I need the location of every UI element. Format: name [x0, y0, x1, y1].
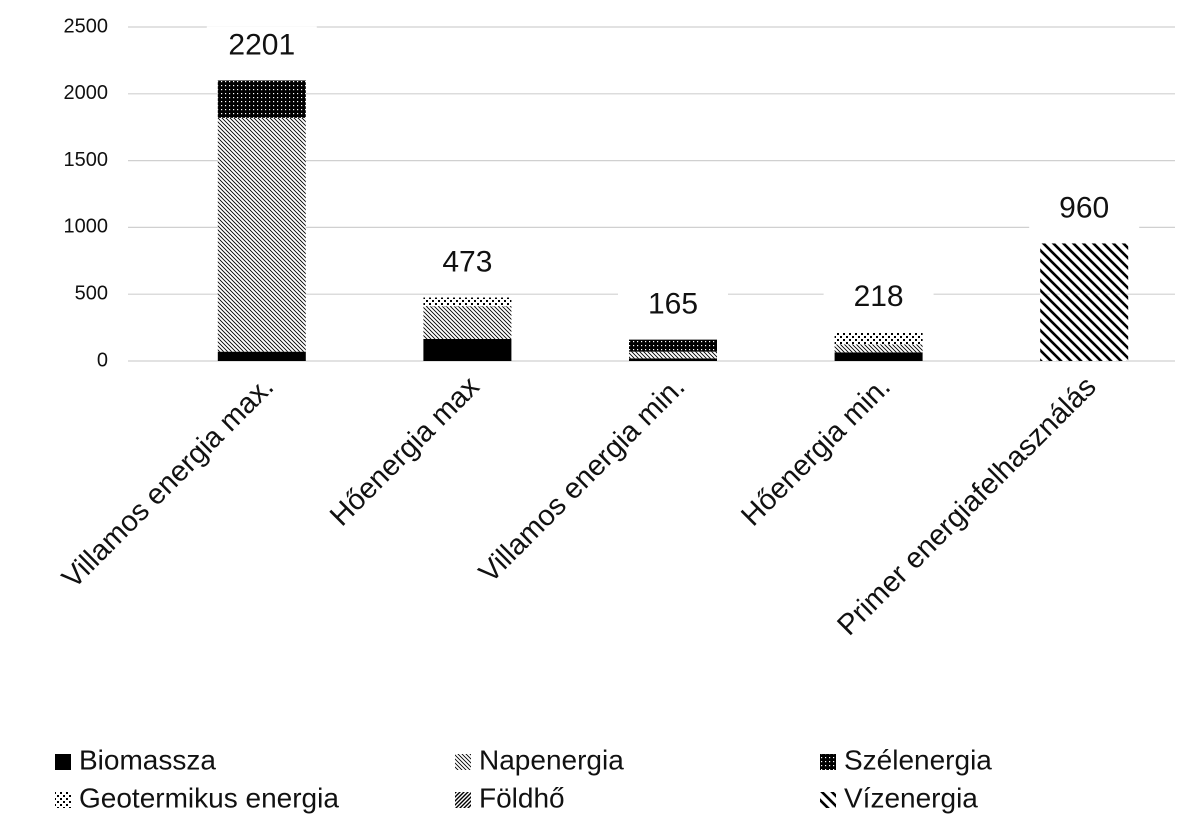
- bar-segment: [834, 332, 923, 345]
- bar-segment: [217, 117, 306, 352]
- legend-label: Biomassza: [79, 744, 216, 775]
- total-label-bg: [823, 278, 934, 319]
- total-label-bg: [206, 26, 317, 67]
- total-label: 2201: [228, 28, 295, 61]
- legend-swatch: [820, 792, 836, 808]
- bar-segment: [629, 358, 717, 361]
- total-label: 960: [1059, 191, 1109, 224]
- total-label: 165: [648, 288, 698, 321]
- total-label: 473: [442, 245, 492, 278]
- legend-label: Vízenergia: [844, 782, 978, 813]
- bar-segment: [1040, 243, 1129, 361]
- y-tick-label: 0: [97, 349, 108, 371]
- legend-label: Szélenergia: [844, 744, 992, 775]
- y-tick-label: 1000: [64, 216, 109, 238]
- total-label-bg: [412, 243, 523, 284]
- bar-segment: [217, 80, 306, 118]
- bar-segment: [217, 351, 306, 361]
- legend-swatch: [455, 754, 471, 770]
- x-tick-label: Villamos energia min.: [473, 371, 691, 589]
- bar-segment: [629, 351, 717, 359]
- bar-segment: [423, 338, 512, 361]
- legend-label: Földhő: [479, 782, 565, 813]
- legend-swatch: [55, 792, 71, 808]
- total-label: 218: [854, 280, 904, 313]
- legend-swatch: [455, 792, 471, 808]
- y-tick-label: 1500: [64, 149, 109, 171]
- legend-label: Napenergia: [479, 744, 624, 775]
- bar-segment: [423, 306, 512, 339]
- total-label-bg: [618, 285, 728, 326]
- x-tick-label: Hőenergia min.: [735, 371, 897, 533]
- legend-swatch: [55, 754, 71, 770]
- x-tick-label: Villamos energia max.: [56, 371, 280, 595]
- bar-segment: [834, 344, 923, 353]
- x-tick-label: Hőenergia max: [324, 370, 486, 532]
- y-tick-label: 2000: [64, 82, 109, 104]
- bar-segment: [423, 297, 512, 307]
- total-label-bg: [1029, 189, 1140, 230]
- bar-segment: [834, 352, 923, 361]
- y-tick-label: 2500: [64, 15, 109, 37]
- legend-label: Geotermikus energia: [79, 782, 339, 813]
- legend-swatch: [820, 754, 836, 770]
- bar-segment: [629, 339, 717, 352]
- y-tick-label: 500: [75, 282, 108, 304]
